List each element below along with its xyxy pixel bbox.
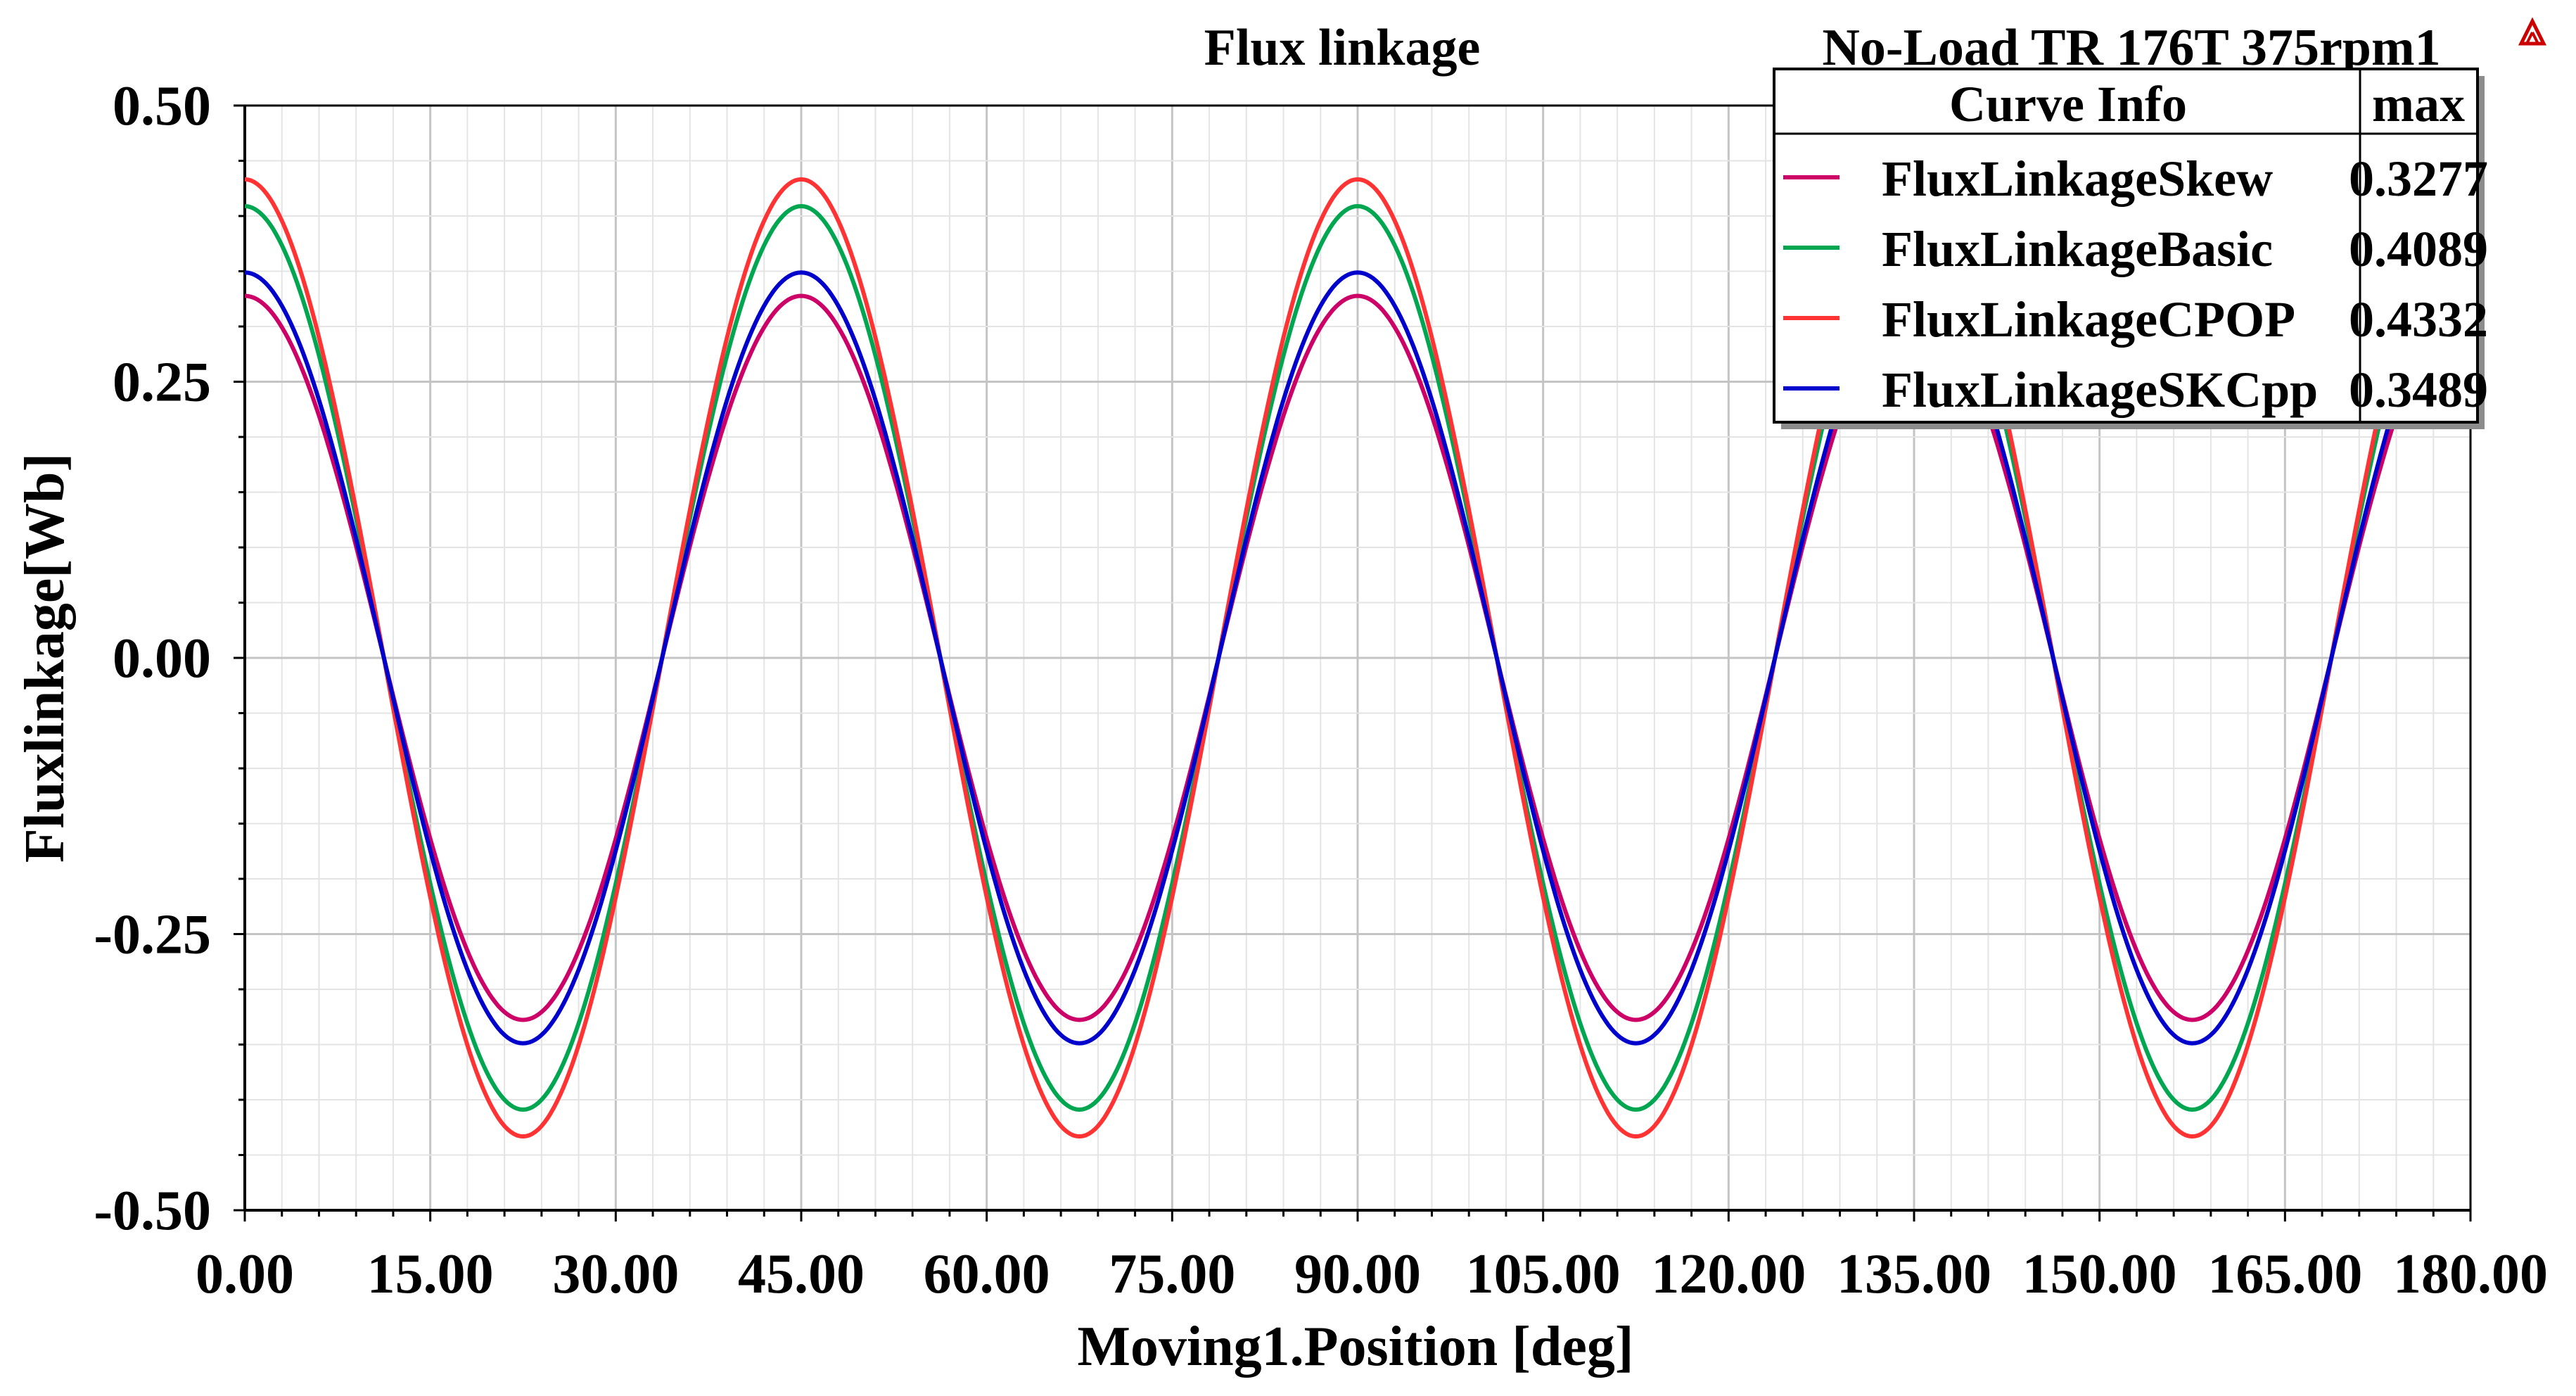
legend-header-name: Curve Info [1949,76,2187,132]
chart-title: Flux linkage [1204,19,1481,77]
legend-series-name: FluxLinkageSkew [1882,151,2273,207]
ansys-logo-icon [2518,17,2547,46]
series-line-FluxLinkageBasic [244,203,2471,1112]
legend-series-max: 0.4089 [2349,221,2488,277]
y-axis-label: Fluxlinkage[Wb] [14,453,76,863]
x-tick-label: 120.00 [1651,1243,1806,1305]
x-tick-label: 30.00 [552,1243,679,1305]
legend-series-name: FluxLinkageCPOP [1882,291,2295,348]
x-tick-label: 135.00 [1837,1243,1991,1305]
legend-header-max: max [2372,76,2465,132]
x-tick-label: 0.00 [196,1243,294,1305]
y-tick-labels: 0.50 0.25 0.00 -0.25 -0.50 [94,75,211,1242]
x-tick-label: 15.00 [367,1243,494,1305]
y-tick-label: 0.25 [113,352,211,414]
legend-rows: FluxLinkageSkew 0.3277 FluxLinkageBasic 0.4… [1783,151,2488,418]
y-tick-label: 0.00 [113,628,211,690]
x-tick-label: 60.00 [924,1243,1050,1305]
x-tick-label: 90.00 [1294,1243,1421,1305]
legend-series-name: FluxLinkageSKCpp [1882,362,2318,418]
legend-series-max: 0.4332 [2349,291,2488,348]
series-line-FluxLinkageSkew [244,293,2471,1022]
legend-series-max: 0.3489 [2349,362,2488,418]
series-line-FluxLinkageCPOP [244,177,2471,1139]
x-tick-label: 180.00 [2393,1243,2548,1305]
y-tick-label: -0.25 [94,904,211,966]
x-tick-label: 150.00 [2022,1243,2177,1305]
y-tick-label: -0.50 [94,1180,211,1242]
x-tick-label: 75.00 [1109,1243,1235,1305]
legend: Curve Info max FluxLinkageSkew 0.3277Flux… [1773,68,2488,429]
x-tick-label: 105.00 [1466,1243,1621,1305]
chart-subtitle: No-Load TR 176T 375rpm1 [1822,19,2440,77]
legend-series-name: FluxLinkageBasic [1882,221,2273,277]
x-tick-label: 45.00 [738,1243,865,1305]
series-line-FluxLinkageSKCpp [244,270,2471,1046]
legend-series-max: 0.3277 [2349,151,2488,207]
x-tick-labels: 0.00 15.00 30.00 45.00 60.00 75.00 90.00 105.00… [196,1243,2548,1305]
y-tick-label: 0.50 [113,75,211,137]
series-lines [244,177,2471,1139]
x-axis-label: Moving1.Position [deg] [1077,1316,1633,1378]
x-tick-label: 165.00 [2207,1243,2362,1305]
